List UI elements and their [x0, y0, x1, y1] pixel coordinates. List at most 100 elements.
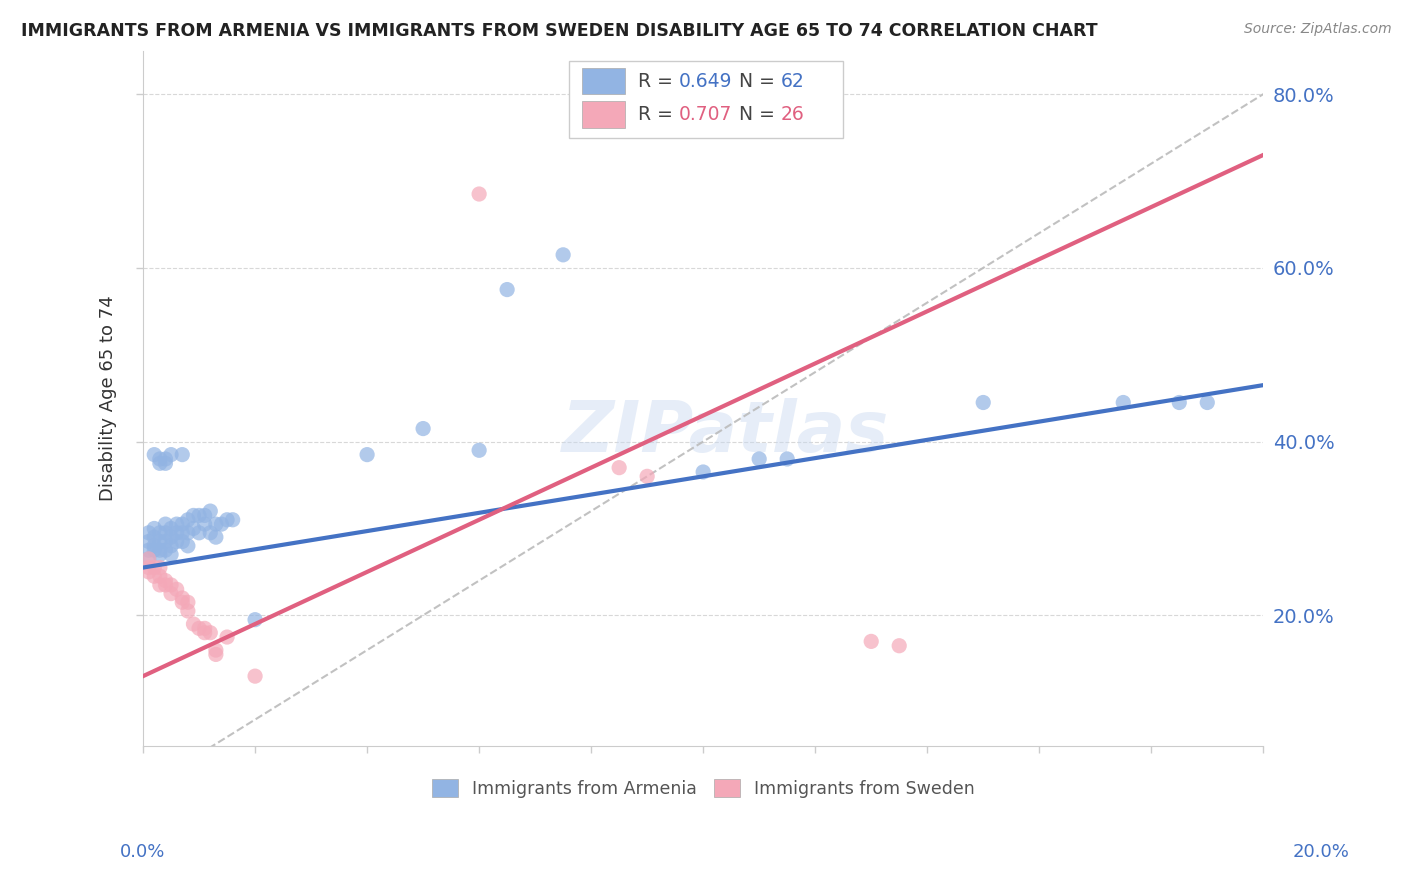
- Legend: Immigrants from Armenia, Immigrants from Sweden: Immigrants from Armenia, Immigrants from…: [423, 771, 983, 806]
- Point: [243, 669, 266, 683]
- Point: [172, 534, 194, 549]
- Point: [160, 521, 183, 535]
- Text: N =: N =: [740, 71, 780, 91]
- Point: [155, 525, 177, 540]
- Point: [160, 586, 183, 600]
- Point: [1168, 395, 1191, 409]
- Point: [143, 543, 166, 558]
- Point: [183, 617, 205, 632]
- Point: [496, 283, 519, 297]
- Point: [143, 569, 166, 583]
- Point: [243, 613, 266, 627]
- FancyBboxPatch shape: [582, 68, 624, 95]
- Point: [221, 513, 243, 527]
- Point: [972, 395, 994, 409]
- Text: N =: N =: [740, 105, 780, 124]
- Point: [468, 187, 491, 202]
- Point: [217, 630, 239, 644]
- Point: [188, 525, 211, 540]
- Point: [138, 525, 160, 540]
- Point: [160, 548, 183, 562]
- Point: [776, 452, 799, 467]
- Point: [143, 448, 166, 462]
- Point: [149, 456, 172, 470]
- Point: [149, 525, 172, 540]
- Point: [155, 534, 177, 549]
- Text: 62: 62: [780, 71, 804, 91]
- Point: [172, 448, 194, 462]
- Point: [172, 595, 194, 609]
- Point: [205, 530, 228, 544]
- Point: [143, 560, 166, 574]
- Point: [160, 448, 183, 462]
- Point: [155, 456, 177, 470]
- Point: [138, 565, 160, 579]
- Point: [149, 543, 172, 558]
- Point: [160, 539, 183, 553]
- Text: 26: 26: [780, 105, 804, 124]
- Point: [356, 448, 378, 462]
- Point: [166, 582, 188, 597]
- Point: [553, 248, 575, 262]
- Point: [177, 539, 200, 553]
- Point: [172, 517, 194, 532]
- Y-axis label: Disability Age 65 to 74: Disability Age 65 to 74: [100, 295, 117, 501]
- Point: [177, 525, 200, 540]
- Point: [636, 469, 658, 483]
- Point: [183, 521, 205, 535]
- Point: [194, 517, 217, 532]
- Point: [412, 421, 434, 435]
- Point: [166, 517, 188, 532]
- Point: [183, 508, 205, 523]
- Point: [217, 513, 239, 527]
- Point: [172, 525, 194, 540]
- Point: [155, 543, 177, 558]
- Point: [149, 560, 172, 574]
- Point: [177, 513, 200, 527]
- Point: [211, 517, 233, 532]
- Point: [177, 595, 200, 609]
- Point: [692, 465, 714, 479]
- Text: Source: ZipAtlas.com: Source: ZipAtlas.com: [1244, 22, 1392, 37]
- Point: [889, 639, 911, 653]
- Point: [155, 578, 177, 592]
- Point: [149, 578, 172, 592]
- Point: [149, 452, 172, 467]
- Point: [200, 625, 222, 640]
- Point: [188, 621, 211, 635]
- Point: [177, 604, 200, 618]
- Point: [172, 591, 194, 605]
- Point: [468, 443, 491, 458]
- Point: [138, 552, 160, 566]
- FancyBboxPatch shape: [582, 102, 624, 128]
- Text: R =: R =: [638, 71, 679, 91]
- Text: 0.707: 0.707: [679, 105, 733, 124]
- Text: IMMIGRANTS FROM ARMENIA VS IMMIGRANTS FROM SWEDEN DISABILITY AGE 65 TO 74 CORREL: IMMIGRANTS FROM ARMENIA VS IMMIGRANTS FR…: [21, 22, 1098, 40]
- Point: [200, 525, 222, 540]
- Point: [138, 560, 160, 574]
- Point: [138, 552, 160, 566]
- Point: [143, 530, 166, 544]
- Text: R =: R =: [638, 105, 679, 124]
- Point: [160, 578, 183, 592]
- Point: [188, 508, 211, 523]
- Point: [155, 517, 177, 532]
- Point: [149, 548, 172, 562]
- Point: [607, 460, 630, 475]
- Point: [143, 539, 166, 553]
- Point: [205, 517, 228, 532]
- Point: [205, 643, 228, 657]
- Text: ZIPatlas: ZIPatlas: [562, 399, 889, 467]
- Point: [205, 648, 228, 662]
- Point: [166, 525, 188, 540]
- Text: 0.649: 0.649: [679, 71, 733, 91]
- Point: [194, 621, 217, 635]
- Point: [194, 625, 217, 640]
- Point: [748, 452, 770, 467]
- Point: [1112, 395, 1135, 409]
- Text: 20.0%: 20.0%: [1294, 843, 1350, 861]
- Text: 0.0%: 0.0%: [120, 843, 165, 861]
- Point: [149, 569, 172, 583]
- Point: [138, 543, 160, 558]
- Point: [200, 504, 222, 518]
